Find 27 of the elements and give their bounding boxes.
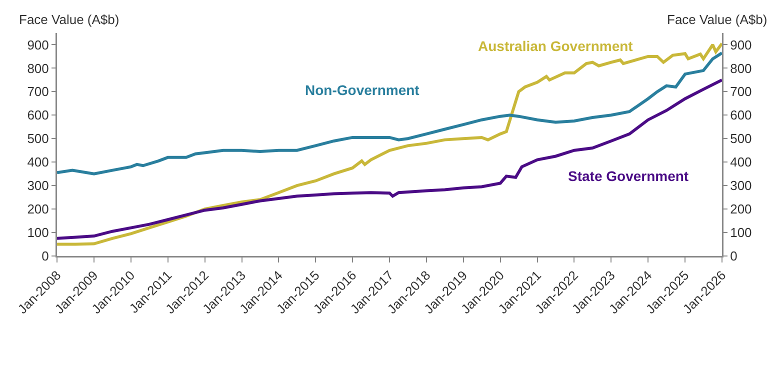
series-label: State Government (568, 168, 689, 184)
y2-tick-label: 400 (730, 154, 752, 170)
y-tick-label: 0 (42, 248, 49, 264)
y2-axis-title: Face Value (A$b) (667, 12, 768, 27)
y-tick-label: 800 (27, 60, 49, 76)
y-tick-label: 100 (27, 225, 49, 240)
y-tick-label: 900 (27, 37, 49, 52)
y-tick-label: 400 (27, 154, 49, 170)
line-series (57, 42, 722, 246)
y2-tick-label: 200 (730, 202, 752, 217)
y-tick-label: 500 (27, 131, 49, 146)
y-tick-label: 200 (27, 202, 49, 217)
y2-tick-label: 700 (730, 84, 752, 100)
y-axis-title: Face Value (A$b) (19, 12, 120, 27)
line-series (57, 78, 722, 240)
series-label: Australian Government (478, 38, 634, 54)
text: Non-Government (305, 82, 420, 98)
y-tick-label: 300 (27, 178, 49, 194)
y-tick-label: 700 (27, 84, 49, 100)
y2-tick-label: 500 (730, 131, 752, 146)
y2-tick-label: 300 (730, 178, 752, 194)
y2-tick-label: 800 (730, 60, 752, 76)
y2-tick-label: 900 (730, 37, 752, 52)
y2-tick-label: 0 (730, 248, 738, 264)
y2-tick-label: 100 (730, 225, 752, 240)
y2-tick-label: 600 (730, 108, 752, 123)
y-tick-label: 600 (27, 108, 49, 123)
